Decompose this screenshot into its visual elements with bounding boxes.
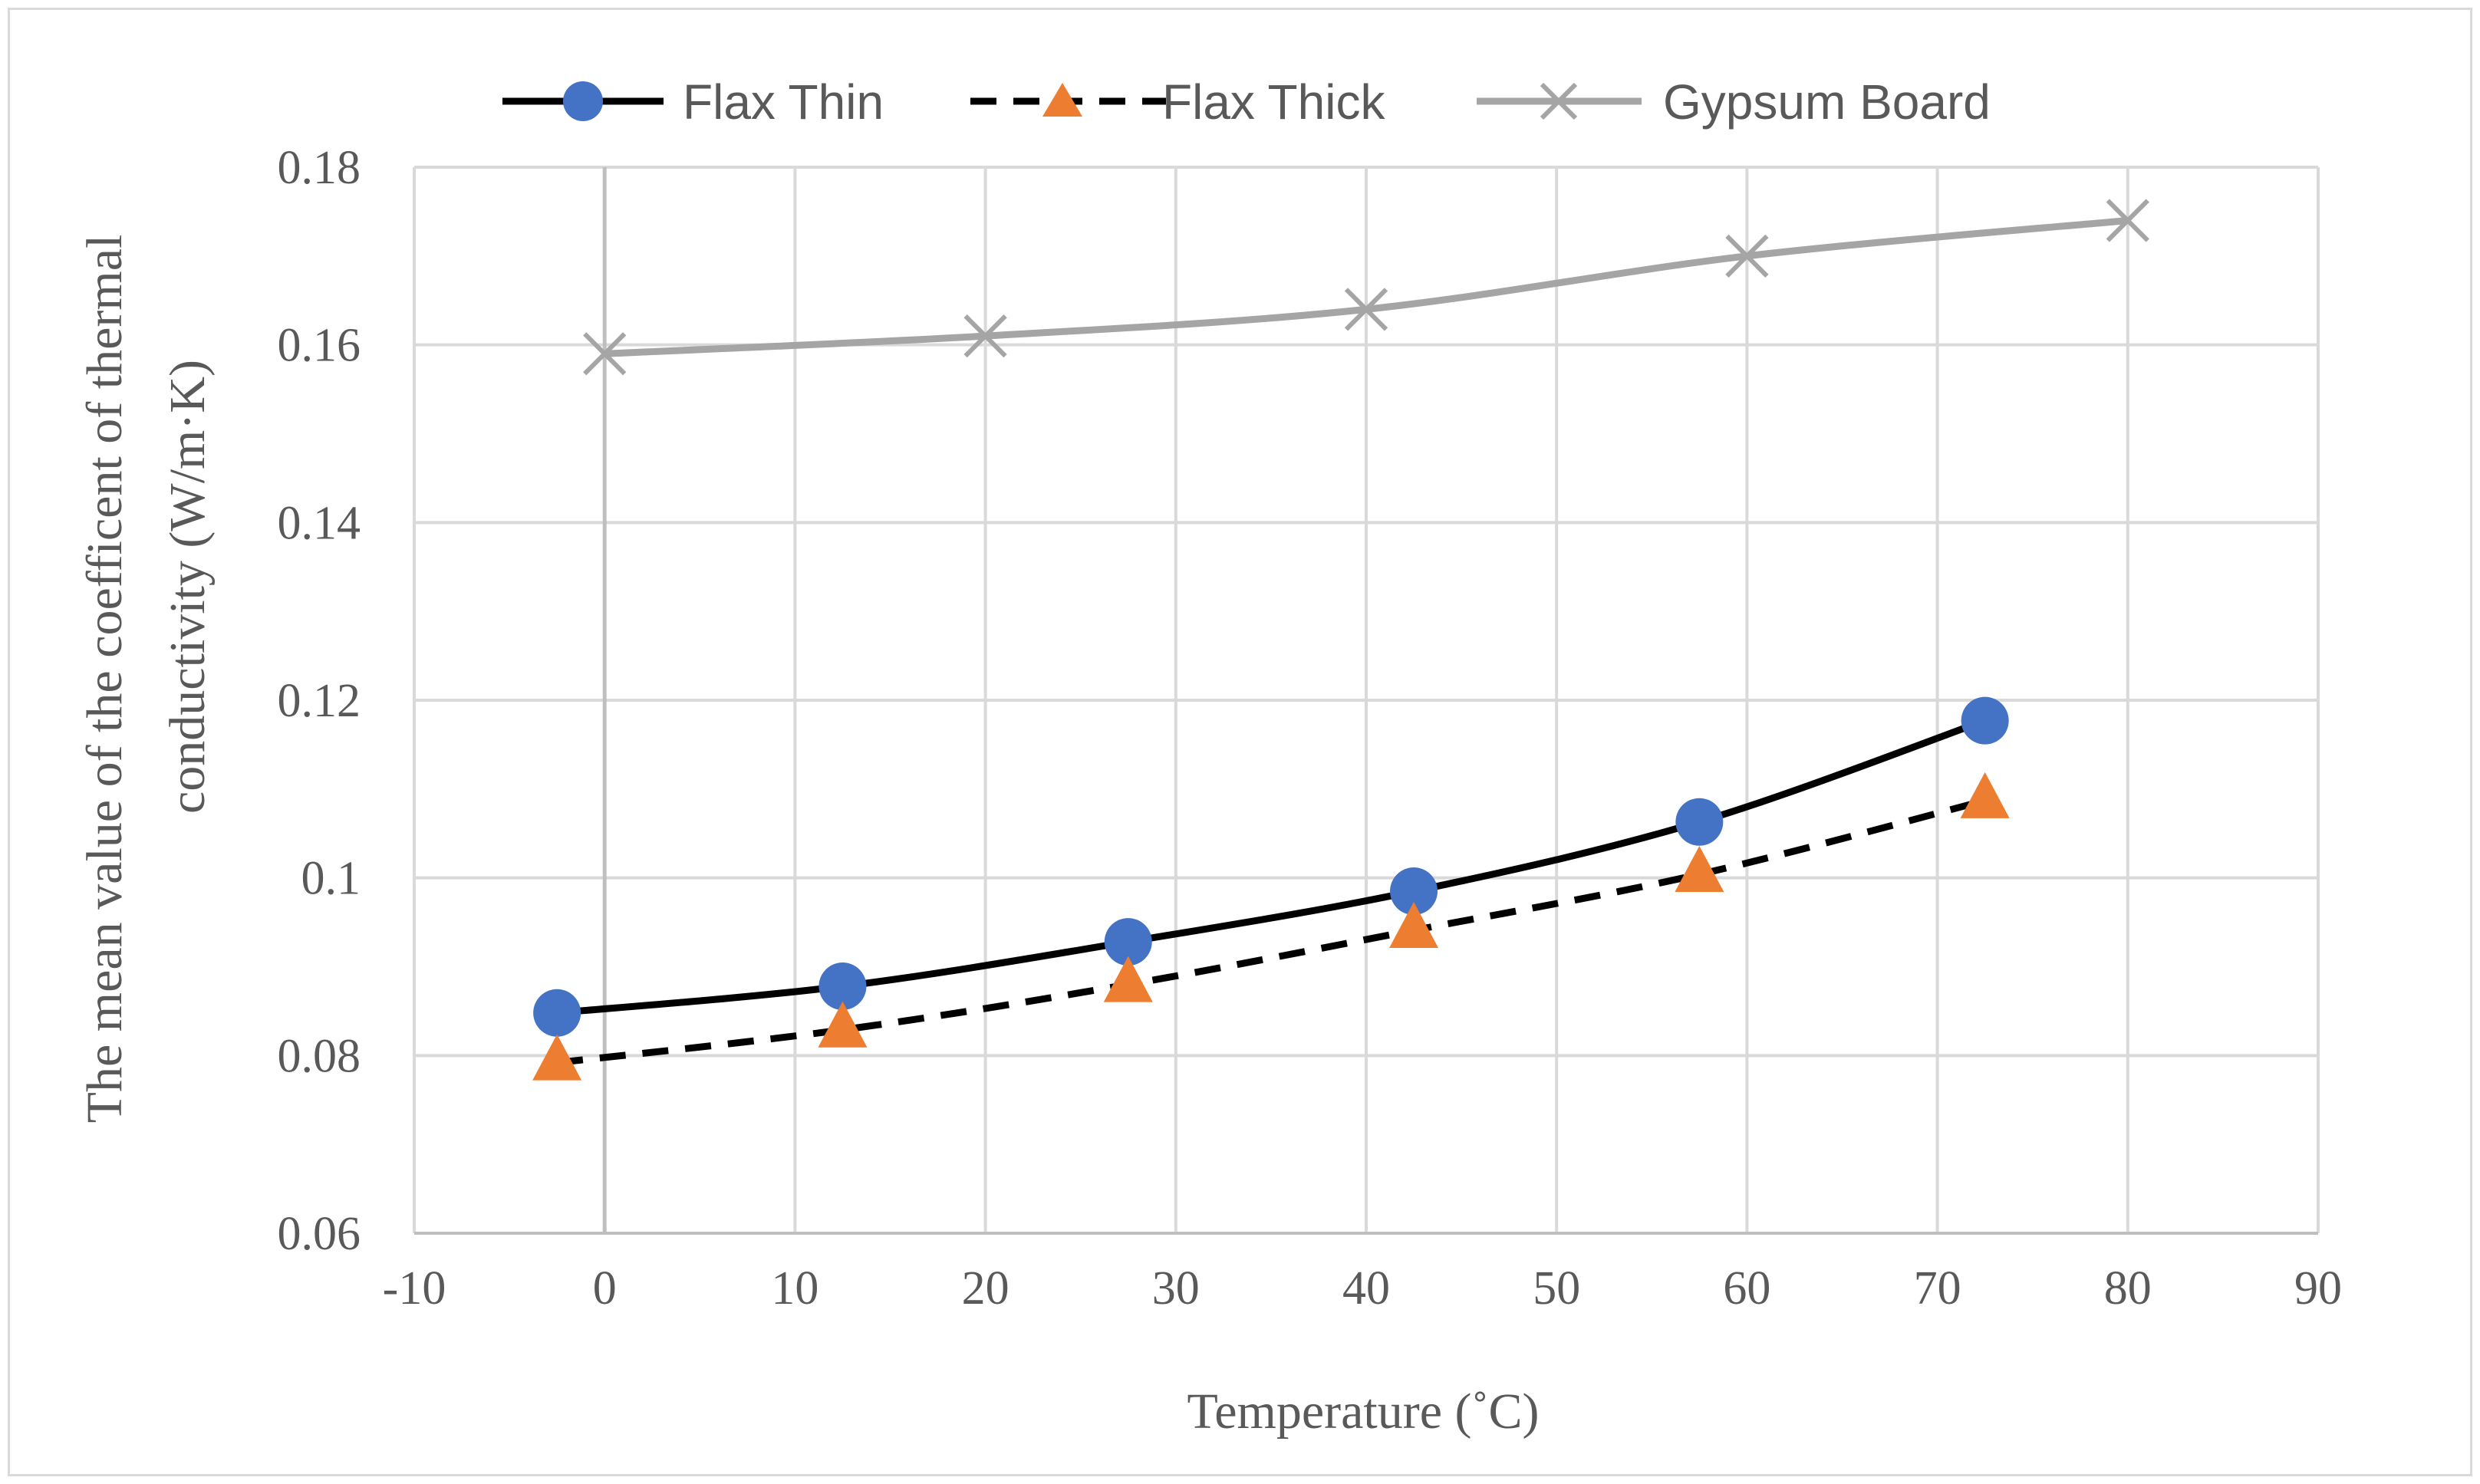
- data-point-flax-thick: [1389, 902, 1439, 949]
- data-point-gypsum-board: [963, 314, 1007, 358]
- legend-marker-flax-thin: [563, 81, 603, 121]
- data-point-gypsum-board: [1344, 288, 1388, 331]
- series-markers-flax-thick: [532, 772, 2010, 1081]
- x-tick-label: 90: [2294, 1262, 2342, 1315]
- legend-marker-flax-thick: [1042, 83, 1082, 117]
- data-point-flax-thick: [818, 1001, 868, 1048]
- x-tick-label: 50: [1533, 1262, 1580, 1315]
- legend-item-flax-thin[interactable]: Flax Thin: [502, 74, 884, 130]
- x-tick-label: 40: [1342, 1262, 1390, 1315]
- chart-frame: [8, 8, 2472, 1476]
- legend-item-gypsum-board[interactable]: Gypsum Board: [1477, 74, 1991, 130]
- series-line-flax-thick: [556, 797, 1986, 1067]
- y-axis-title-line-2: conductivity (W/m·K): [160, 360, 216, 814]
- y-tick-label: 0.12: [278, 675, 361, 727]
- data-point-gypsum-board: [583, 332, 627, 376]
- series-markers-gypsum-board: [583, 199, 2149, 376]
- data-point-flax-thin: [1961, 696, 2009, 745]
- y-tick-label: 0.14: [278, 497, 361, 549]
- data-point-flax-thin: [533, 989, 581, 1037]
- x-tick-label: -10: [383, 1262, 446, 1315]
- legend-label-gypsum-board: Gypsum Board: [1663, 74, 1991, 130]
- x-tick-label: 0: [593, 1262, 617, 1315]
- y-tick-label: 0.16: [278, 320, 361, 372]
- series-markers-flax-thin: [533, 696, 2009, 1037]
- legend: Flax Thin Flax Thick Gypsum Board: [502, 74, 1991, 130]
- series-line-flax-thin: [556, 717, 1987, 1017]
- y-axis-title-line-1: The mean value of the coefficent of ther…: [77, 235, 133, 1124]
- x-tick-label: 30: [1152, 1262, 1200, 1315]
- data-point-flax-thin: [1104, 918, 1152, 966]
- x-tick-label: 60: [1723, 1262, 1770, 1315]
- x-tick-label: 70: [1914, 1262, 1961, 1315]
- x-tick-label: 10: [771, 1262, 818, 1315]
- data-point-flax-thick: [1103, 956, 1153, 1002]
- series-flax-thin: [556, 717, 1987, 1017]
- series: [532, 199, 2149, 1081]
- grid: [413, 166, 2320, 1235]
- series-flax-thick: [556, 797, 1986, 1067]
- legend-marker-gypsum-board: [1540, 82, 1578, 120]
- legend-label-flax-thick: Flax Thick: [1162, 74, 1385, 130]
- data-point-flax-thick: [532, 1034, 582, 1081]
- y-tick-label: 0.1: [301, 853, 361, 905]
- data-point-flax-thin: [818, 962, 867, 1010]
- x-tick-label: 80: [2104, 1262, 2152, 1315]
- y-tick-label: 0.08: [278, 1030, 361, 1082]
- data-point-flax-thin: [1675, 798, 1724, 846]
- y-tick-label: 0.18: [278, 142, 361, 194]
- data-point-flax-thick: [1675, 846, 1724, 893]
- data-point-gypsum-board: [2106, 199, 2149, 242]
- legend-label-flax-thin: Flax Thin: [683, 74, 884, 130]
- data-point-flax-thick: [1960, 772, 2010, 818]
- data-point-gypsum-board: [1725, 234, 1769, 278]
- x-tick-label: 20: [962, 1262, 1009, 1315]
- tick-labels: -10 0 10 20 30 40 50 60 70 80 90 0.06 0.08 0.1 0.12 0.1…: [278, 142, 2343, 1315]
- data-point-flax-thin: [1390, 867, 1438, 916]
- x-axis-title: Temperature (˚C): [1187, 1384, 1540, 1440]
- legend-item-flax-thick[interactable]: Flax Thick: [970, 74, 1385, 130]
- y-tick-label: 0.06: [278, 1208, 361, 1260]
